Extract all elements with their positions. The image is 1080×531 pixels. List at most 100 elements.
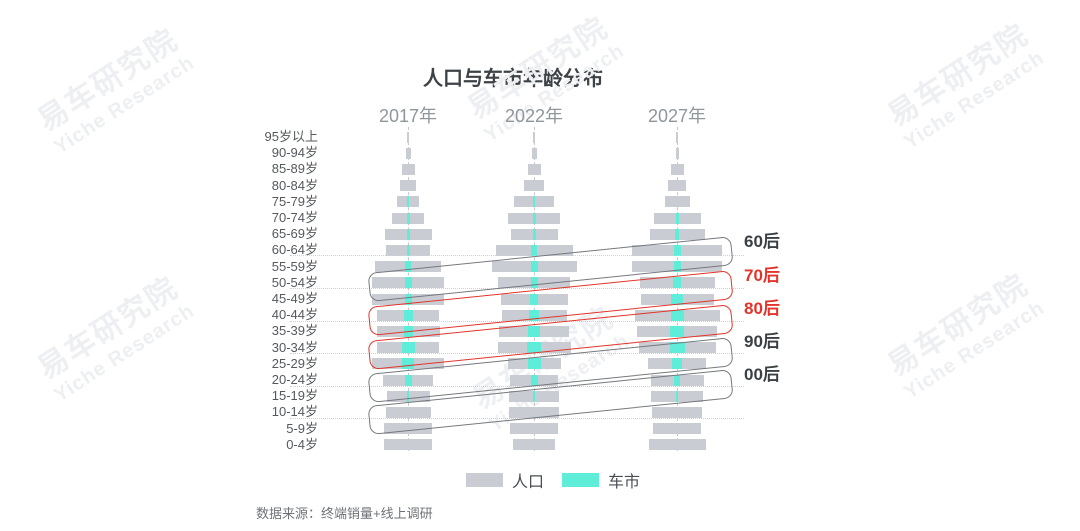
population-bar	[664, 196, 690, 208]
population-bar	[384, 423, 432, 435]
watermark-en-text: Yiche Research	[900, 296, 1049, 404]
age-axis-label: 0-4岁	[286, 436, 318, 452]
age-axis-label: 40-44岁	[271, 307, 318, 323]
year-label: 2022年	[504, 106, 564, 126]
chart-title: 人口与车市年龄分布	[423, 68, 603, 90]
population-bar	[648, 439, 706, 451]
pyramid-axis-line	[534, 127, 535, 451]
car-market-bar	[404, 293, 412, 305]
car-market-bar	[530, 374, 538, 386]
generation-band-label-00后: 00后	[744, 365, 780, 384]
watermark-en-text: Yiche Research	[50, 51, 199, 159]
watermark-en-text: Yiche Research	[50, 299, 199, 407]
population-bar	[670, 163, 684, 175]
population-bar	[675, 147, 679, 159]
car-market-bar	[675, 228, 679, 240]
car-market-bar	[406, 244, 410, 256]
car-market-bar	[527, 342, 541, 354]
age-axis-label: 20-24岁	[271, 372, 318, 387]
year-label: 2017年	[378, 106, 438, 126]
age-axis-label: 65-69岁	[271, 226, 318, 242]
age-axis-label: 35-39岁	[271, 323, 318, 339]
watermark-en-text: Yiche Research	[900, 46, 1049, 154]
car-market-bar	[404, 374, 412, 386]
car-market-bar	[533, 196, 535, 208]
generation-gridline	[290, 255, 744, 256]
population-bar	[531, 147, 537, 159]
car-market-bar	[533, 390, 535, 402]
age-axis-label: 5-9岁	[286, 420, 318, 436]
car-market-bar	[530, 261, 538, 273]
car-market-bar	[402, 358, 414, 370]
watermark-cn-text: 易车研究院	[882, 18, 1035, 133]
population-swatch	[465, 473, 503, 487]
population-bar	[405, 147, 411, 159]
population-bar	[668, 180, 686, 192]
population-bar	[533, 131, 535, 143]
population-bar	[400, 180, 416, 192]
age-axis-label: 60-64岁	[271, 242, 318, 258]
car-market-swatch	[562, 473, 599, 487]
car-market-bar	[403, 309, 413, 321]
car-market-bar	[403, 325, 413, 337]
watermark-cn-text: 易车研究院	[32, 271, 185, 386]
car-market-bar	[673, 261, 681, 273]
car-market-bar	[530, 293, 538, 305]
population-bar	[384, 439, 432, 451]
age-axis-label: 45-49岁	[271, 291, 318, 306]
population-bar	[401, 163, 415, 175]
population-bar	[513, 439, 555, 451]
car-market-bar	[671, 293, 683, 305]
legend-item-car-market: 车市	[562, 468, 640, 492]
car-market-bar	[401, 342, 415, 354]
car-market-bar	[529, 309, 539, 321]
car-market-bar	[675, 212, 679, 224]
car-market-bar	[530, 277, 538, 289]
age-axis-label: 25-29岁	[271, 355, 318, 371]
legend-label-car-market: 车市	[608, 474, 641, 491]
car-market-bar	[405, 261, 411, 273]
car-market-bar	[404, 277, 412, 289]
generation-gridline	[290, 385, 744, 387]
data-source-note: 数据来源：终端销量+线上调研	[256, 506, 433, 521]
age-axis-label: 15-19岁	[271, 388, 318, 404]
watermark-cn-text: 易车研究院	[882, 268, 1035, 383]
population-bar	[407, 131, 409, 143]
age-axis-label: 95岁以上	[264, 129, 318, 144]
car-market-bar	[669, 342, 685, 354]
car-market-bar	[670, 325, 684, 337]
car-market-bar	[407, 196, 409, 208]
car-market-bar	[532, 228, 536, 240]
age-axis-label: 90-94岁	[271, 145, 318, 161]
generation-gridline	[290, 288, 744, 289]
age-axis-label: 30-34岁	[271, 339, 318, 355]
age-axis-label: 80-84岁	[271, 177, 318, 193]
age-axis-label: 10-14岁	[271, 404, 318, 420]
generation-band-label-60后: 60后	[744, 232, 780, 251]
generation-band-label-70后: 70后	[744, 266, 780, 285]
age-axis-label: 85-89岁	[271, 161, 318, 177]
pyramid-axis-line	[408, 127, 409, 451]
generation-gridline	[290, 418, 744, 419]
population-bar	[510, 423, 558, 435]
population-bar	[527, 163, 541, 175]
car-market-bar	[532, 212, 536, 224]
legend-item-population: 人口	[465, 468, 544, 492]
chart-legend: 人口 车市	[465, 468, 640, 492]
car-market-bar	[676, 390, 678, 402]
car-market-bar	[673, 277, 681, 289]
population-bar	[385, 406, 431, 418]
car-market-bar	[407, 390, 409, 402]
car-market-bar	[528, 325, 540, 337]
age-axis-label: 50-54岁	[271, 274, 318, 290]
pyramid-axis-line	[677, 127, 678, 451]
population-bar	[509, 406, 559, 418]
car-market-bar	[527, 358, 541, 370]
population-bar	[676, 131, 678, 143]
watermark-cn-text: 易车研究院	[32, 23, 185, 138]
generation-gridline	[290, 353, 744, 354]
